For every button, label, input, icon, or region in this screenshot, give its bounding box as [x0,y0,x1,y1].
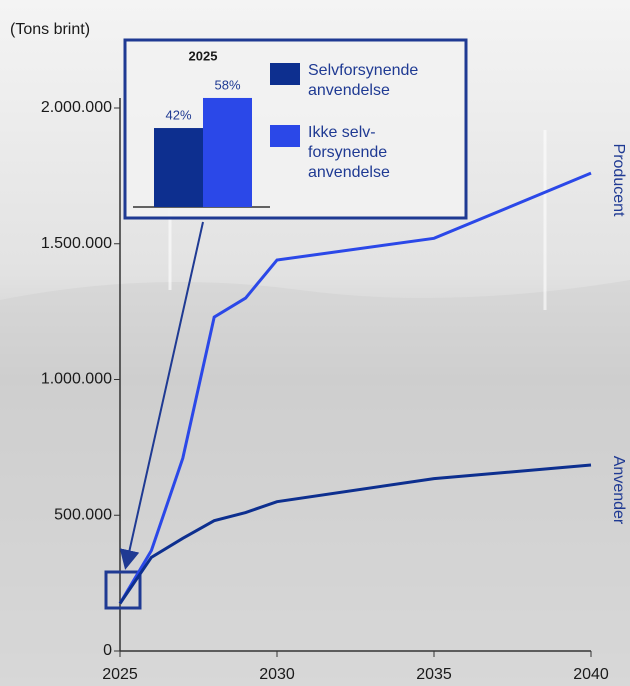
y-tick-label: 0 [103,642,112,659]
line [118,463,592,605]
x-tick-label: 2040 [573,666,609,683]
inset-title: 2025 [189,48,218,63]
x-tick-label: 2030 [259,666,295,683]
y-tick-label: 2.000.000 [41,99,112,116]
y-tick-label: 500.000 [54,506,112,523]
inset-bar [203,97,252,207]
legend-item: Selvforsynende anvendelse [308,62,419,99]
highlight-box [104,570,142,610]
series-label: Anvender [610,456,627,525]
value-label: 42% [165,107,191,122]
legend-label: Ikke selv-forsynende anvendelse [308,124,390,181]
legend-label: Selvforsynende anvendelse [308,62,419,99]
y-tick-label: 1.500.000 [41,235,112,252]
series-label: Producent [610,144,627,217]
landscape [0,280,630,686]
legend-item: Ikke selv-forsynende anvendelse [308,124,390,181]
arrow [119,221,204,570]
inset-bar [154,128,203,207]
value-label: 58% [214,77,240,92]
y-axis-label: (Tons brint) [10,21,90,38]
legend-swatch [270,63,300,85]
y-tick-label: 1.000.000 [41,371,112,388]
x-tick-label: 2035 [416,666,452,683]
x-tick-label: 2025 [102,666,138,683]
line [118,171,592,605]
legend-swatch [270,125,300,147]
